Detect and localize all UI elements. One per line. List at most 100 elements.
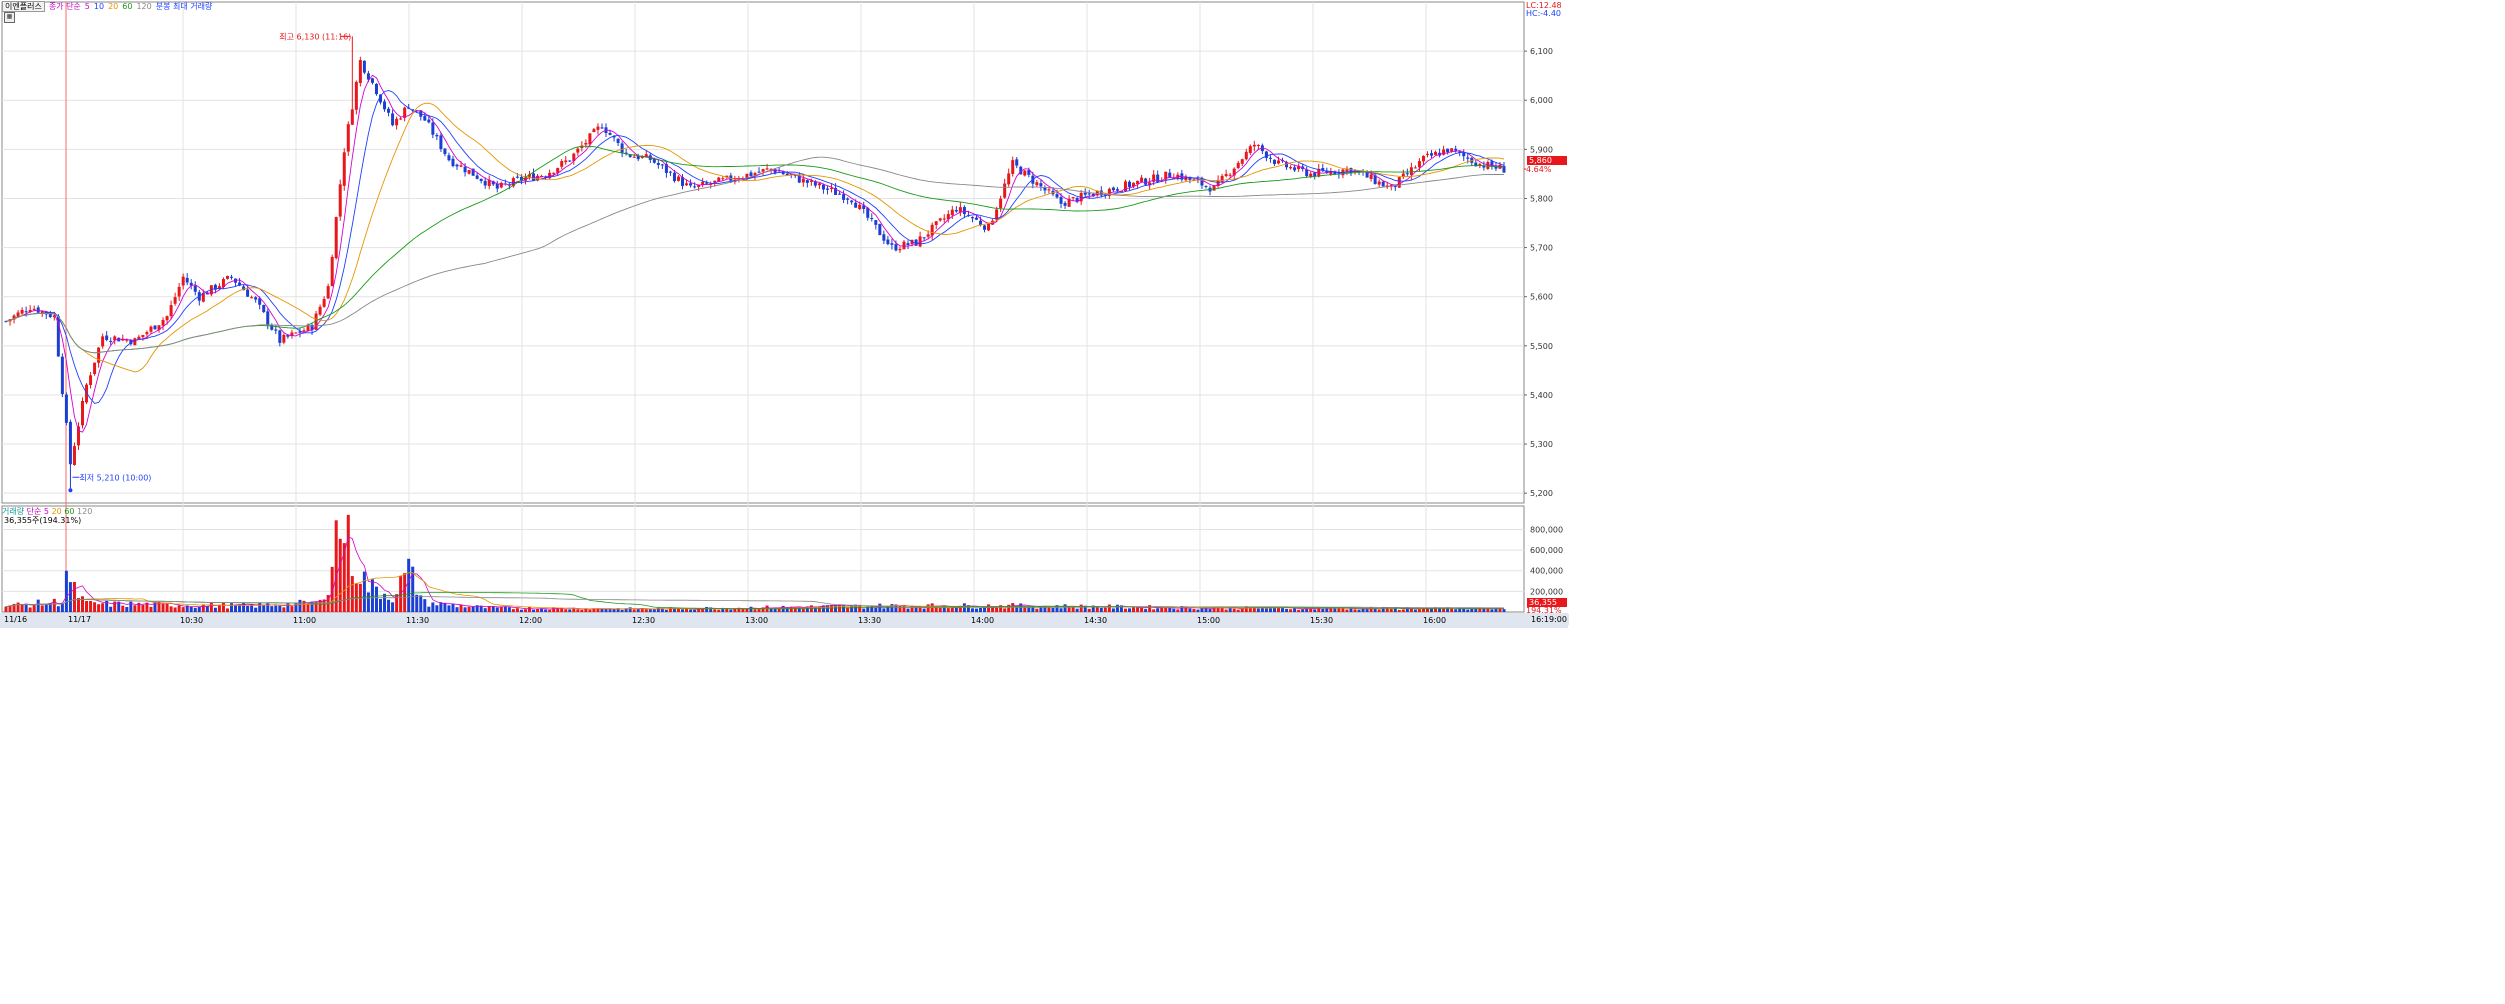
volume-bar [636,608,640,612]
candle-body [866,207,870,218]
volume-bar [475,605,479,612]
candle-body [930,224,934,236]
time-tick-label: 16:00 [1423,616,1446,625]
candle-body [1039,183,1043,187]
volume-bar [197,606,201,612]
volume-bar [298,599,302,612]
candle-body [685,183,689,186]
volume-bar [693,609,697,612]
ma20-label: 20 [108,2,119,11]
candle-body [970,217,974,219]
candle-body [225,276,229,279]
volume-bar [596,608,600,612]
volume-bar [463,607,467,612]
candle-body [962,207,966,215]
volume-bar [145,602,149,612]
candle-body [974,217,978,220]
volume-bar [443,602,447,612]
volume-bar [217,605,221,612]
volume-bar [970,608,974,612]
grid-settings-icon[interactable]: ▦ [4,12,15,23]
volume-bar [370,579,374,612]
stock-name-label[interactable]: 이엔플러스 [2,1,45,12]
volume-bar [435,605,439,612]
volume-bar [286,602,290,612]
volume-bar [1148,605,1152,612]
indicator-label[interactable]: 종가 단순 [48,2,81,11]
volume-bar [8,605,12,612]
volume-bar [515,608,519,612]
candle-body [1216,179,1220,186]
candle-body [922,237,926,239]
hc-label: HC:-4.40 [1526,9,1561,18]
volume-bar [874,607,878,612]
candle-body [81,400,85,426]
volume-bar [1458,608,1462,612]
volume-bar [1377,609,1381,612]
volume-bar [495,607,499,612]
volume-panel [1,505,1525,613]
price-tick-label: 5,200 [1530,489,1553,498]
candle-body [1220,175,1224,182]
volume-bar [56,606,60,612]
volume-bar [1224,609,1228,612]
volume-bar [737,607,741,612]
volume-bar [270,606,274,612]
candle-body [266,311,270,325]
volume-bar [1381,606,1385,612]
candle-body [813,181,817,186]
candle-body [1325,170,1329,174]
candle-body [979,220,983,226]
volume-header: 거래량 단순 5 20 60 120 [2,506,92,517]
candle-body [161,319,165,326]
candle-body [946,214,950,220]
volume-bar [254,607,258,612]
volume-bar [60,603,64,612]
candle-body [294,332,298,334]
candle-body [282,334,286,343]
candle-body [640,156,644,159]
volume-bar [1140,607,1144,612]
volume-title[interactable]: 거래량 [2,507,25,516]
volume-bar [620,609,624,612]
candle-body [552,172,556,174]
candle-body [1123,181,1127,191]
volume-bar [105,600,109,612]
volume-bar [834,605,838,612]
candle-body [660,164,664,166]
volume-bar [685,609,689,612]
candle-body [374,83,378,95]
volume-bar [282,607,286,612]
candle-body [250,297,254,299]
candle-body [169,305,173,317]
volume-bar [793,607,797,612]
candle-body [48,313,52,318]
volume-bar [600,608,604,612]
volume-bar [93,602,97,612]
volume-bar [1357,609,1361,612]
volume-bar [1111,608,1115,612]
volume-bar [1240,608,1244,612]
volume-bar [471,606,475,612]
candle-body [914,239,918,246]
candle-body [113,336,117,341]
candle-body [431,122,435,135]
candle-body [28,309,32,313]
volume-bar [423,599,427,612]
volume-bar [76,597,80,612]
candle-body [801,178,805,183]
chart-canvas[interactable]: 5,200 5,300 5,400 5,500 5,600 5,700 5,800 5,900… [0,0,1568,628]
candle-body [757,171,761,173]
candle-body [1083,192,1087,195]
candle-body [954,210,958,212]
volume-bar [898,605,902,612]
volume-bar [1260,607,1264,612]
candle-body [1454,148,1458,151]
volume-bar [560,607,564,612]
volume-bar [1272,606,1276,612]
volume-bar [523,609,527,612]
candle-body [443,148,447,154]
candle-body [532,173,536,181]
volume-bar [1047,606,1051,612]
volume-bar [1212,608,1216,612]
